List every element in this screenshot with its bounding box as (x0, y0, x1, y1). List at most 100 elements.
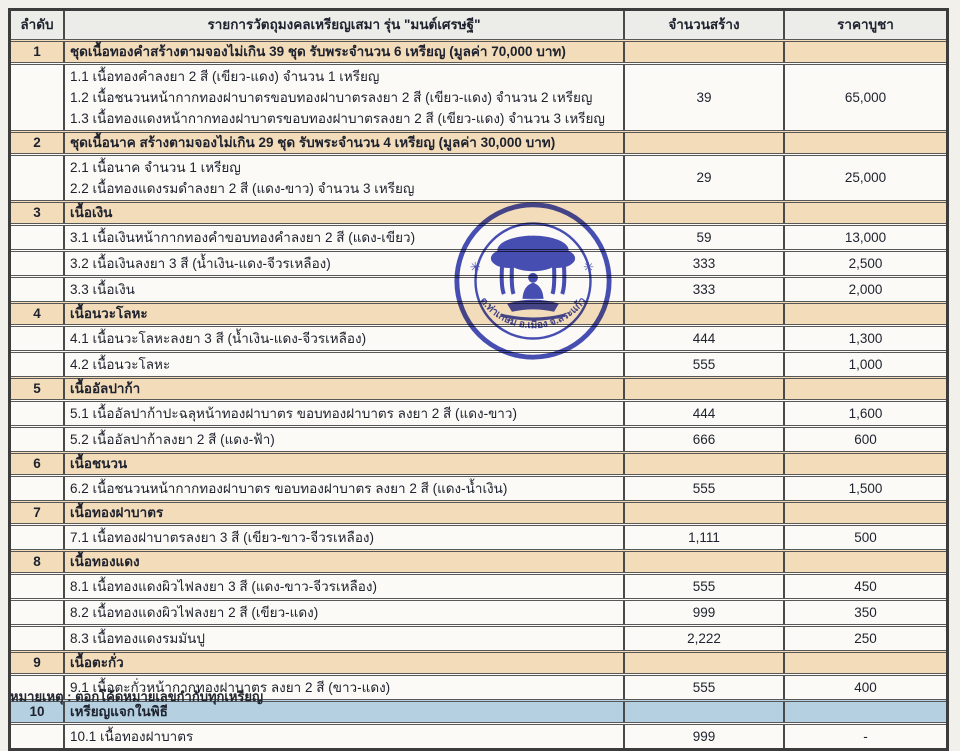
row-item-cell: เนื้ออัลปาก้า (65, 379, 625, 399)
row-quantity-cell (625, 304, 785, 324)
item-line: 8.2 เนื้อทองแดงผิวไฟลงยา 2 สี (เขียว-แดง… (70, 605, 319, 620)
row-price-cell: 1,300 (848, 330, 883, 346)
row-quantity-cell (625, 702, 785, 722)
row-quantity-cell: 2,222 (625, 627, 785, 650)
row-order-cell (11, 327, 65, 350)
row-order-cell: 1 (11, 42, 65, 62)
row-item-cell: เนื้อทองแดง (65, 552, 625, 572)
row-item-cell: 3.1 เนื้อเงินหน้ากากทองคำขอบทองคำลงยา 2 … (65, 226, 625, 249)
row-quantity-cell: 444 (625, 402, 785, 425)
row-order-cell (11, 575, 65, 598)
row-item-cell: 1.1 เนื้อทองคำลงยา 2 สี (เขียว-แดง) จำนว… (65, 65, 625, 130)
table-row: 5 เนื้ออัลปาก้า (11, 376, 946, 399)
row-quantity-cell (625, 552, 785, 572)
row-item-cell: 2.1 เนื้อนาค จำนวน 1 เหรียญ 2.2 เนื้อทองแ… (65, 156, 625, 200)
row-quantity-cell: 999 (625, 601, 785, 624)
footnote: หมายเหตุ : ตอกโค้ดหมายเลขกำกับทุกเหรียญ (10, 689, 264, 704)
row-quantity-cell (625, 203, 785, 223)
row-item-cell: 8.1 เนื้อทองแดงผิวไฟลงยา 3 สี (แดง-ขาว-จ… (65, 575, 625, 598)
row-order-cell (11, 156, 65, 200)
row-order-cell (11, 477, 65, 500)
table-row: 7.1 เนื้อทองฝาบาตรลงยา 3 สี (เขียว-ขาว-จ… (11, 523, 946, 549)
table-header-row: ลำดับ รายการวัตถุมงคลเหรียญเสมา รุ่น "มน… (11, 11, 946, 39)
table-row: 8.2 เนื้อทองแดงผิวไฟลงยา 2 สี (เขียว-แดง… (11, 598, 946, 624)
table-row: 6.2 เนื้อชนวนหน้ากากทองฝาบาตร ขอบทองฝาบา… (11, 474, 946, 500)
row-price-cell (785, 454, 946, 474)
item-line: 5.1 เนื้ออัลปาก้าปะฉลุหน้าทองฝาบาตร ขอบท… (70, 406, 517, 421)
row-price-cell: 13,000 (844, 229, 887, 245)
header-item-column: รายการวัตถุมงคลเหรียญเสมา รุ่น "มนต์เศรษ… (65, 11, 625, 39)
row-item-cell: เนื้อชนวน (65, 454, 625, 474)
header-order-column: ลำดับ (11, 11, 65, 39)
row-price-cell: 2,500 (848, 255, 883, 271)
row-price-cell: 250 (854, 630, 877, 646)
row-item-cell: 4.2 เนื้อนวะโลหะ (65, 353, 625, 376)
row-quantity-cell: 333 (625, 252, 785, 275)
table-row: 3 เนื้อเงิน (11, 200, 946, 223)
row-order-cell (11, 65, 65, 130)
table-row: 4 เนื้อนวะโลหะ (11, 301, 946, 324)
item-line: 2.1 เนื้อนาค จำนวน 1 เหรียญ (70, 160, 241, 175)
row-item-cell: เนื้อเงิน (65, 203, 625, 223)
row-price-cell: 500 (854, 529, 877, 545)
table-row: 6 เนื้อชนวน (11, 451, 946, 474)
row-item-cell: 10.1 เนื้อทองฝาบาตร (65, 725, 625, 748)
table-row: 3.2 เนื้อเงินลงยา 3 สี (น้ำเงิน-แดง-จีวร… (11, 249, 946, 275)
row-item-cell: 8.2 เนื้อทองแดงผิวไฟลงยา 2 สี (เขียว-แดง… (65, 601, 625, 624)
row-quantity-cell: 555 (625, 575, 785, 598)
table-row: 2.1 เนื้อนาค จำนวน 1 เหรียญ 2.2 เนื้อทองแ… (11, 153, 946, 200)
row-item-cell: ชุดเนื้อนาค สร้างตามจองไม่เกิน 29 ชุด รั… (65, 133, 625, 153)
row-order-cell (11, 252, 65, 275)
row-quantity-cell: 333 (625, 278, 785, 301)
row-order-cell (11, 676, 65, 699)
row-item-cell: 7.1 เนื้อทองฝาบาตรลงยา 3 สี (เขียว-ขาว-จ… (65, 526, 625, 549)
table-row: 9.1 เนื้อตะกั่วหน้ากากทองฝาบาตร ลงยา 2 ส… (11, 673, 946, 699)
row-quantity-cell: 666 (625, 428, 785, 451)
item-line: 4.1 เนื้อนวะโลหะลงยา 3 สี (น้ำเงิน-แดง-จ… (70, 331, 367, 346)
table-row: 9 เนื้อตะกั่ว (11, 650, 946, 673)
table-row: 10.1 เนื้อทองฝาบาตร 999 - (11, 722, 946, 748)
row-price-cell (785, 503, 946, 523)
row-price-cell: 65,000 (844, 89, 887, 105)
row-item-cell: 9.1 เนื้อตะกั่วหน้ากากทองฝาบาตร ลงยา 2 ส… (65, 676, 625, 699)
row-order-cell (11, 353, 65, 376)
table-row: 7 เนื้อทองฝาบาตร (11, 500, 946, 523)
row-order-cell: 3 (11, 203, 65, 223)
row-price-cell: 25,000 (844, 170, 887, 185)
row-quantity-cell: 444 (625, 327, 785, 350)
row-item-cell: 8.3 เนื้อทองแดงรมมันปู (65, 627, 625, 650)
row-order-cell (11, 278, 65, 301)
item-line: 1.3 เนื้อทองแดงหน้ากากทองฝาบาตรขอบทองฝาบ… (70, 111, 605, 126)
item-line: 1.2 เนื้อชนวนหน้ากากทองฝาบาตรขอบทองฝาบาต… (70, 90, 593, 105)
row-price-cell (785, 42, 946, 62)
row-price-cell: 1,600 (848, 405, 883, 421)
row-order-cell (11, 601, 65, 624)
row-quantity-cell: 39 (625, 65, 785, 130)
table-row: 1 ชุดเนื้อทองคำสร้างตามจองไม่เกิน 39 ชุด … (11, 39, 946, 62)
row-quantity-cell: 59 (625, 226, 785, 249)
row-price-cell (785, 203, 946, 223)
row-order-cell (11, 725, 65, 748)
item-line: 8.1 เนื้อทองแดงผิวไฟลงยา 3 สี (แดง-ขาว-จ… (70, 579, 377, 594)
item-line: 2.2 เนื้อทองแดงรมดำลงยา 2 สี (แดง-ขาว) จ… (70, 181, 415, 196)
row-price-cell: 400 (854, 679, 877, 695)
row-order-cell: 8 (11, 552, 65, 572)
row-quantity-cell (625, 42, 785, 62)
row-quantity-cell: 555 (625, 353, 785, 376)
header-quantity-column: จำนวนสร้าง (625, 11, 785, 39)
item-line: 3.3 เนื้อเงิน (70, 282, 135, 297)
row-price-cell: 2,000 (848, 281, 883, 297)
row-price-cell (785, 304, 946, 324)
table-row: 4.1 เนื้อนวะโลหะลงยา 3 สี (น้ำเงิน-แดง-จ… (11, 324, 946, 350)
row-item-cell: เนื้อทองฝาบาตร (65, 503, 625, 523)
row-quantity-cell (625, 653, 785, 673)
row-quantity-cell (625, 133, 785, 153)
item-line: 1.1 เนื้อทองคำลงยา 2 สี (เขียว-แดง) จำนว… (70, 69, 380, 84)
table-row: 3.3 เนื้อเงิน 333 2,000 (11, 275, 946, 301)
row-price-cell: - (863, 728, 868, 744)
row-item-cell: 3.2 เนื้อเงินลงยา 3 สี (น้ำเงิน-แดง-จีวร… (65, 252, 625, 275)
row-item-cell: 3.3 เนื้อเงิน (65, 278, 625, 301)
row-order-cell (11, 526, 65, 549)
row-order-cell: 9 (11, 653, 65, 673)
item-line: 10.1 เนื้อทองฝาบาตร (70, 729, 194, 744)
